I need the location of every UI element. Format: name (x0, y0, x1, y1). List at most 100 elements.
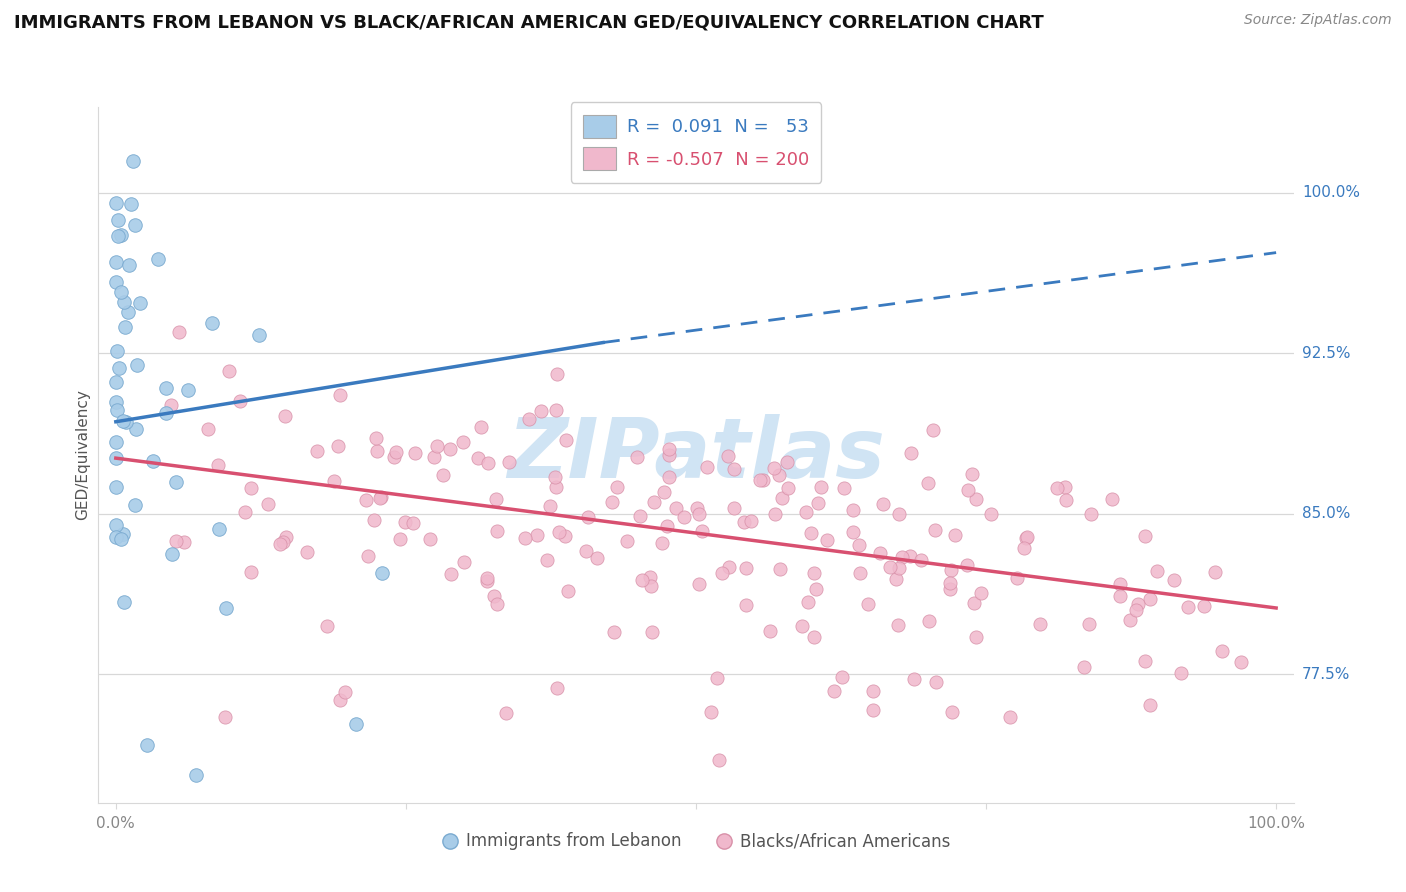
Point (159, 398, 181, 412)
Text: 92.5%: 92.5% (1302, 346, 1350, 360)
Point (690, 524, 713, 538)
Point (477, 456, 499, 470)
Point (485, 597, 508, 611)
Point (315, 619, 337, 633)
Point (274, 530, 297, 544)
Point (723, 462, 745, 476)
Point (233, 505, 256, 519)
Point (686, 500, 709, 515)
Point (173, 535, 195, 549)
Point (129, 296, 152, 310)
Point (800, 525, 823, 540)
Point (104, 255, 127, 269)
Text: 85.0%: 85.0% (1302, 507, 1350, 521)
Legend: Immigrants from Lebanon, Blacks/African Americans: Immigrants from Lebanon, Blacks/African … (434, 826, 957, 857)
Point (797, 595, 820, 609)
Point (960, 467, 983, 481)
Point (105, 450, 128, 465)
Point (329, 693, 352, 707)
Point (543, 469, 565, 483)
Point (114, 320, 136, 334)
Point (884, 572, 907, 586)
Point (980, 507, 1002, 521)
Y-axis label: GED/Equivalency: GED/Equivalency (75, 390, 90, 520)
Point (104, 375, 127, 389)
Point (768, 467, 790, 482)
Point (207, 458, 229, 472)
Point (1054, 492, 1077, 507)
Point (485, 491, 508, 506)
Point (546, 681, 568, 695)
Point (939, 576, 962, 591)
Point (344, 717, 367, 731)
Point (1170, 665, 1192, 680)
Point (963, 596, 986, 610)
Point (257, 497, 280, 511)
Point (1146, 564, 1168, 578)
Point (201, 316, 224, 330)
Point (1000, 710, 1022, 724)
Point (917, 476, 939, 491)
Point (941, 563, 963, 577)
Point (1204, 566, 1226, 580)
Point (546, 402, 568, 417)
Point (530, 404, 553, 418)
Point (328, 387, 350, 401)
Point (900, 446, 922, 460)
Text: ZIPatlas: ZIPatlas (508, 415, 884, 495)
Point (688, 507, 710, 521)
Point (426, 439, 449, 453)
Point (115, 415, 138, 429)
Point (1139, 698, 1161, 712)
Point (368, 491, 391, 505)
Point (485, 524, 508, 538)
Point (269, 537, 291, 551)
Point (717, 449, 740, 463)
Point (879, 559, 901, 574)
Point (135, 738, 157, 752)
Point (749, 473, 772, 487)
Point (603, 625, 626, 640)
Point (104, 518, 127, 533)
Point (297, 544, 319, 558)
Text: IMMIGRANTS FROM LEBANON VS BLACK/AFRICAN AMERICAN GED/EQUIVALENCY CORRELATION CH: IMMIGRANTS FROM LEBANON VS BLACK/AFRICAN… (14, 13, 1043, 31)
Point (922, 423, 945, 437)
Point (357, 549, 380, 564)
Point (1229, 656, 1251, 670)
Point (643, 495, 665, 509)
Point (354, 493, 377, 508)
Point (273, 409, 295, 424)
Point (208, 522, 231, 536)
Point (898, 549, 921, 563)
Point (536, 553, 558, 567)
Point (616, 533, 638, 548)
Point (1078, 616, 1101, 631)
Point (631, 574, 654, 588)
Point (925, 674, 948, 689)
Point (112, 527, 135, 541)
Point (640, 570, 662, 584)
Point (862, 683, 884, 698)
Point (943, 528, 966, 542)
Point (889, 508, 911, 522)
Point (575, 544, 598, 558)
Point (872, 497, 894, 511)
Point (366, 431, 388, 445)
Point (112, 295, 135, 310)
Point (423, 450, 446, 464)
Point (385, 444, 408, 458)
Point (307, 444, 329, 458)
Point (104, 275, 127, 289)
Point (586, 551, 609, 566)
Point (142, 454, 165, 468)
Point (848, 538, 870, 552)
Point (105, 403, 128, 417)
Point (404, 446, 426, 460)
Point (1017, 530, 1039, 544)
Point (688, 577, 710, 591)
Point (112, 595, 135, 609)
Point (371, 566, 394, 581)
Point (110, 285, 132, 299)
Point (665, 500, 688, 515)
Text: Source: ZipAtlas.com: Source: ZipAtlas.com (1244, 13, 1392, 28)
